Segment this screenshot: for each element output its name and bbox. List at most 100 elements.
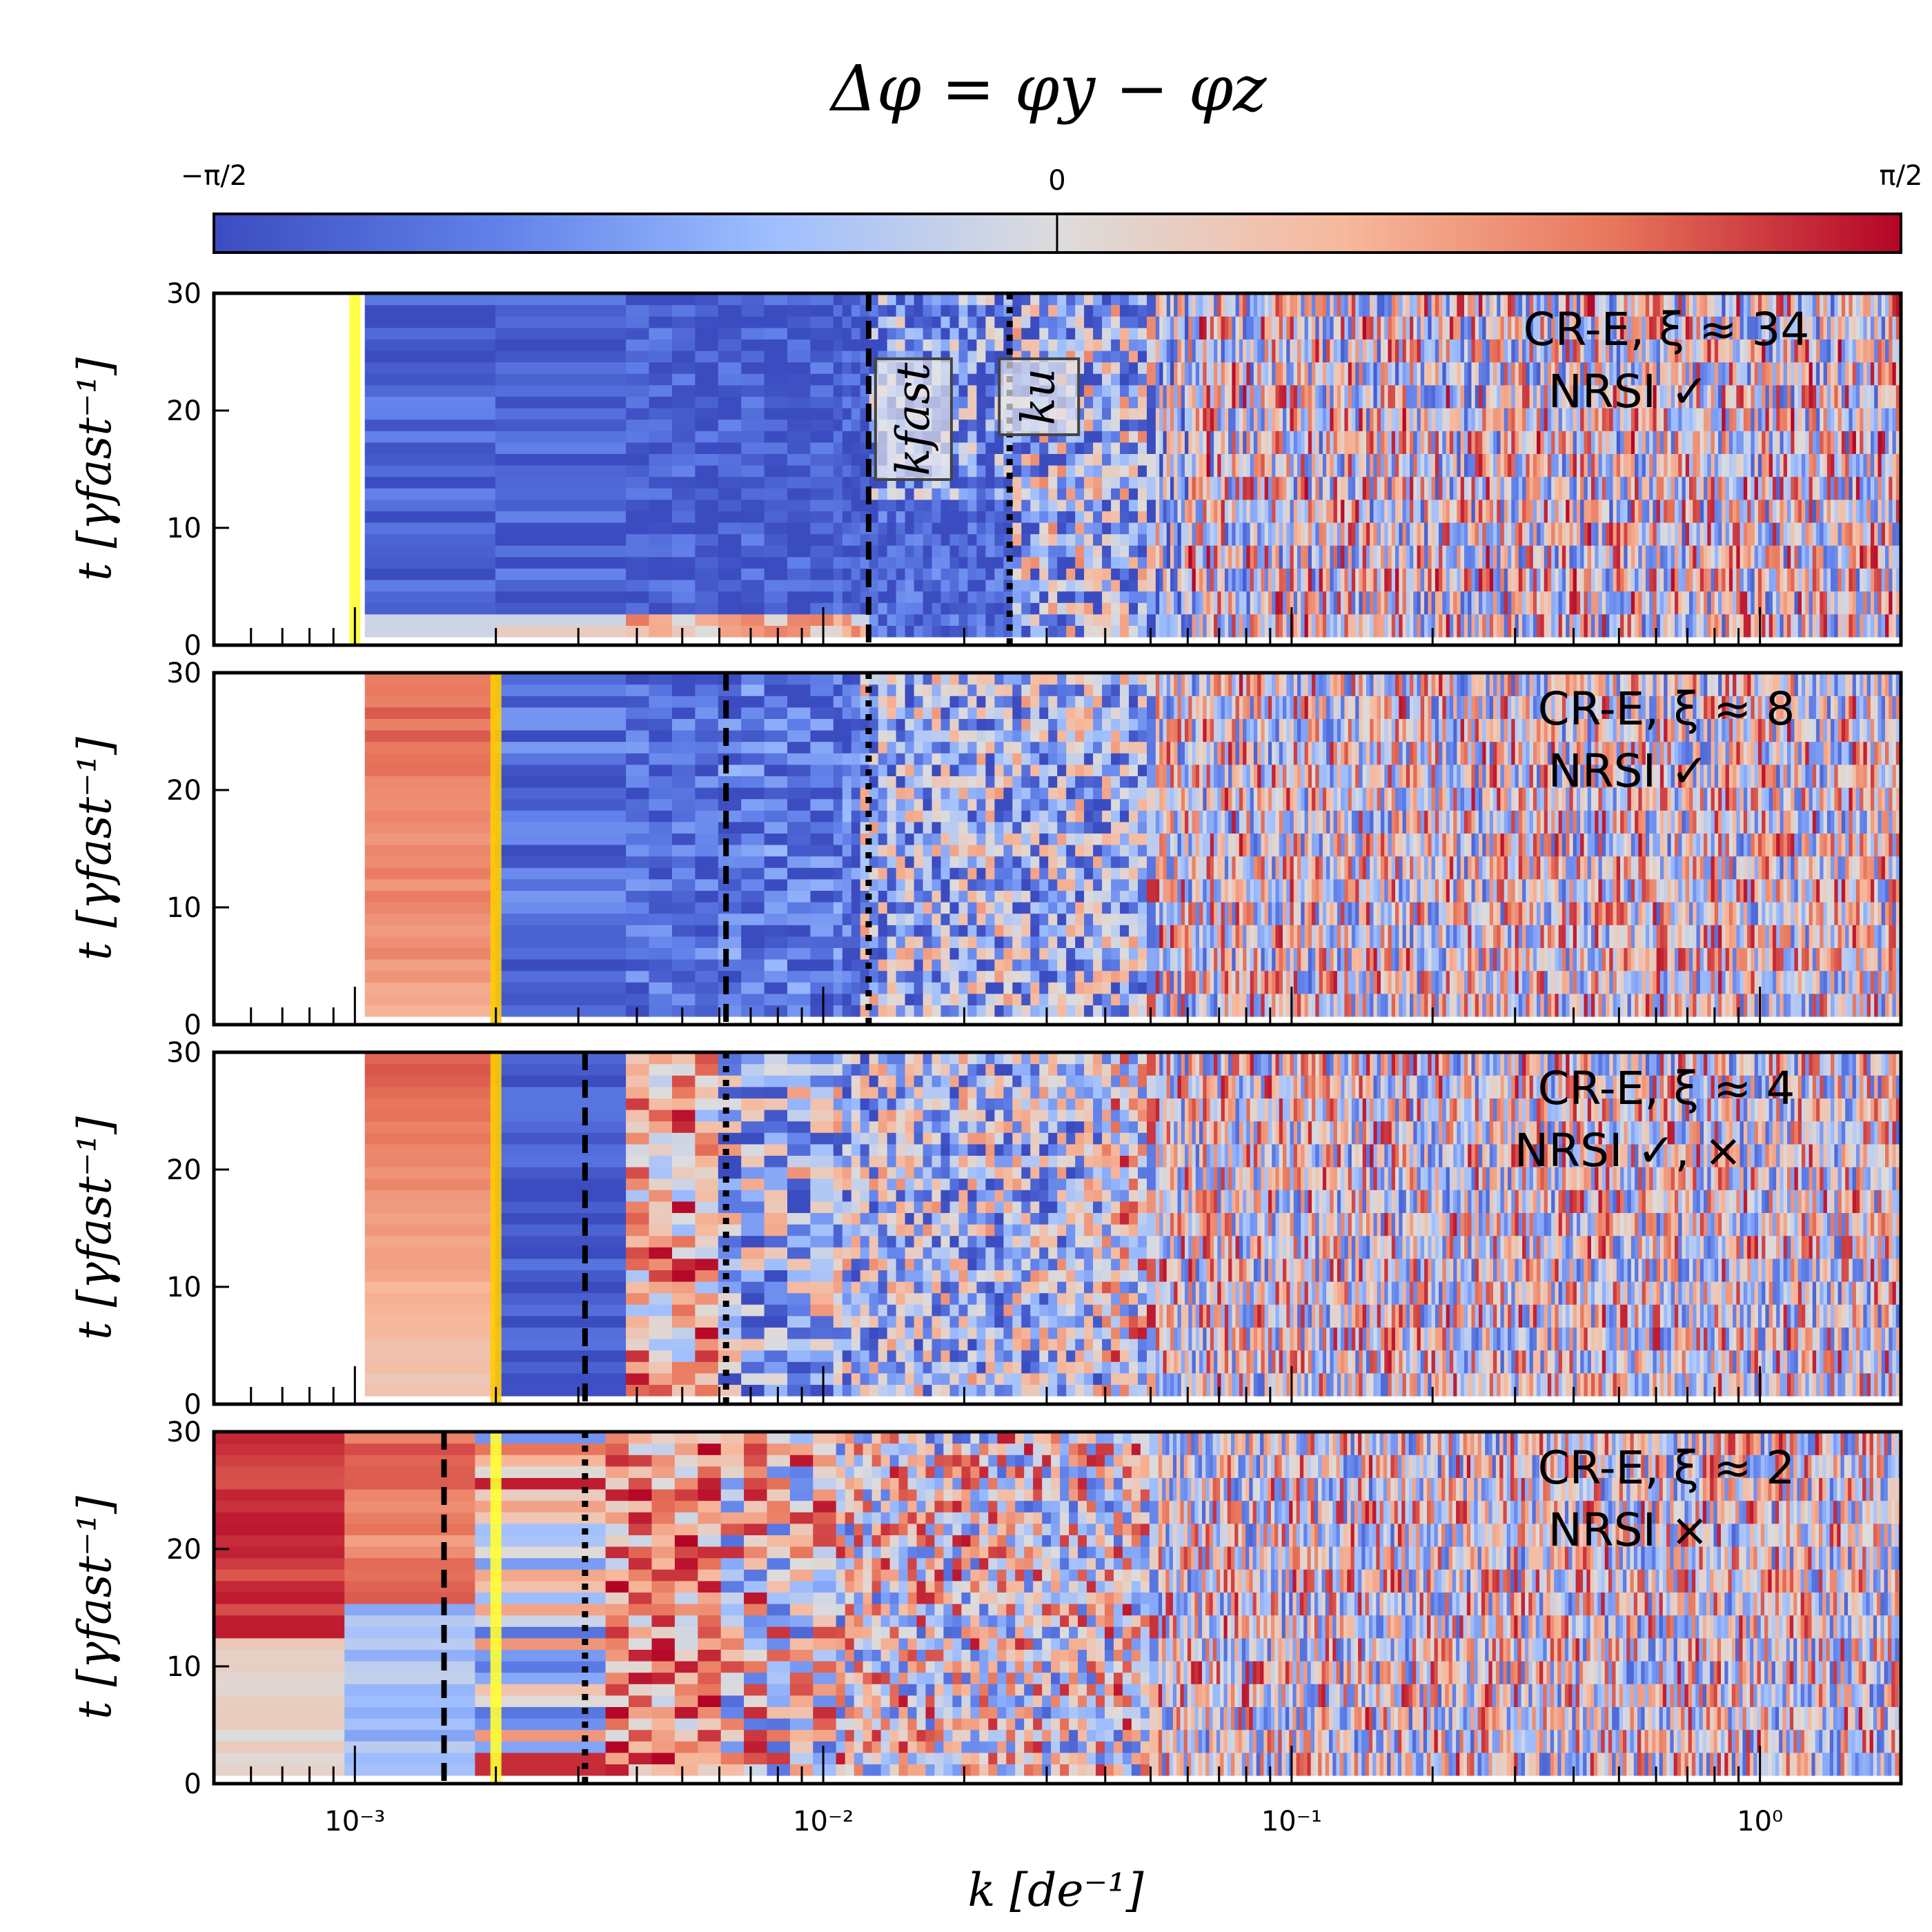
heatmap-cell — [1769, 545, 1773, 569]
heatmap-cell — [1562, 453, 1566, 477]
heatmap-cell — [741, 362, 765, 374]
heatmap-cell — [1207, 568, 1211, 591]
heatmap-cell — [1217, 591, 1221, 615]
heatmap-cell — [1845, 500, 1849, 523]
heatmap-cell — [1559, 545, 1563, 569]
heatmap-cell — [1392, 522, 1396, 546]
heatmap-cell — [842, 316, 852, 328]
heatmap-cell — [1399, 545, 1403, 569]
heatmap-cell — [1323, 500, 1327, 523]
heatmap-cell — [1751, 545, 1755, 569]
heatmap-cell — [1573, 568, 1577, 591]
heatmap-cell — [1791, 477, 1795, 500]
heatmap-cell — [1566, 431, 1570, 454]
heatmap-cell — [1428, 568, 1432, 591]
heatmap-cell — [1515, 500, 1519, 523]
heatmap-cell — [1163, 522, 1167, 546]
heatmap-cell — [967, 568, 977, 580]
heatmap-cell — [1599, 545, 1603, 569]
heatmap-cell — [1276, 362, 1280, 386]
heatmap-cell — [1399, 477, 1403, 500]
heatmap-cell — [1497, 522, 1501, 546]
heatmap-cell — [1537, 362, 1541, 386]
heatmap-cell — [1867, 614, 1871, 638]
heatmap-cell — [1464, 339, 1468, 362]
heatmap-cell — [1863, 316, 1867, 339]
heatmap-cell — [1048, 545, 1058, 557]
heatmap-cell — [905, 557, 915, 569]
heatmap-cell — [1268, 591, 1272, 615]
heatmap-cell — [1762, 591, 1766, 615]
heatmap-cell — [787, 753, 811, 765]
heatmap-cell — [1283, 316, 1287, 339]
heatmap-cell — [810, 625, 834, 637]
heatmap-cell — [1279, 500, 1283, 523]
heatmap-cell — [1490, 385, 1494, 408]
heatmap-cell — [1668, 453, 1672, 477]
heatmap-cell — [1704, 453, 1708, 477]
heatmap-cell — [1384, 385, 1388, 408]
heatmap-cell — [1446, 500, 1450, 523]
heatmap-cell — [695, 971, 718, 983]
heatmap-cell — [765, 591, 788, 603]
heatmap-cell — [1704, 591, 1708, 615]
heatmap-cell — [1664, 477, 1668, 500]
heatmap-cell — [695, 305, 718, 317]
heatmap-cell — [1733, 591, 1737, 615]
heatmap-cell — [959, 420, 969, 431]
heatmap-cell — [1228, 431, 1232, 454]
heatmap-cell — [1334, 453, 1338, 477]
heatmap-cell — [1733, 545, 1737, 569]
heatmap-cell — [1075, 488, 1085, 500]
heatmap-cell — [1057, 477, 1067, 489]
heatmap-cell — [1163, 316, 1167, 339]
heatmap-cell — [1355, 362, 1359, 386]
heatmap-cell — [834, 914, 843, 925]
heatmap-cell — [1170, 500, 1174, 523]
heatmap-cell — [1682, 500, 1686, 523]
heatmap-cell — [1341, 568, 1345, 591]
heatmap-cell — [1853, 545, 1857, 569]
heatmap-cell — [1370, 477, 1374, 500]
heatmap-cell — [1326, 568, 1330, 591]
heatmap-cell — [1334, 568, 1338, 591]
heatmap-cell — [842, 673, 852, 684]
heatmap-cell — [1813, 385, 1817, 408]
heatmap-cell — [834, 753, 843, 765]
heatmap-cell — [1156, 385, 1160, 408]
heatmap-cell — [1384, 500, 1388, 523]
heatmap-cell — [1784, 477, 1788, 500]
heatmap-cell — [1225, 362, 1229, 386]
heatmap-cell — [1580, 500, 1584, 523]
heatmap-cell — [1388, 316, 1392, 339]
heatmap-cell — [1254, 568, 1258, 591]
heatmap-cell — [1874, 408, 1878, 431]
heatmap-cell — [1203, 500, 1207, 523]
heatmap-cell — [1199, 431, 1203, 454]
heatmap-cell — [1889, 568, 1893, 591]
heatmap-cell — [1203, 316, 1207, 339]
heatmap-cell — [1167, 614, 1171, 638]
heatmap-cell — [1882, 293, 1886, 317]
heatmap-cell — [976, 442, 986, 454]
heatmap-cell — [923, 511, 933, 522]
heatmap-cell — [1308, 545, 1312, 569]
heatmap-cell — [741, 465, 765, 477]
heatmap-cell — [1111, 362, 1121, 374]
heatmap-cell — [1464, 408, 1468, 431]
heatmap-cell — [1167, 568, 1171, 591]
heatmap-cell — [1348, 614, 1352, 638]
heatmap-cell — [1315, 293, 1319, 317]
heatmap-cell — [1776, 385, 1780, 408]
heatmap-cell — [672, 545, 696, 557]
heatmap-cell — [741, 477, 765, 489]
heatmap-cell — [1192, 568, 1196, 591]
heatmap-cell — [1479, 408, 1483, 431]
heatmap-cell — [1265, 408, 1269, 431]
heatmap-cell — [994, 477, 1004, 489]
heatmap-cell — [1344, 568, 1348, 591]
heatmap-cell — [1697, 431, 1701, 454]
heatmap-cell — [787, 971, 811, 983]
heatmap-cell — [1403, 316, 1407, 339]
heatmap-cell — [626, 959, 649, 971]
